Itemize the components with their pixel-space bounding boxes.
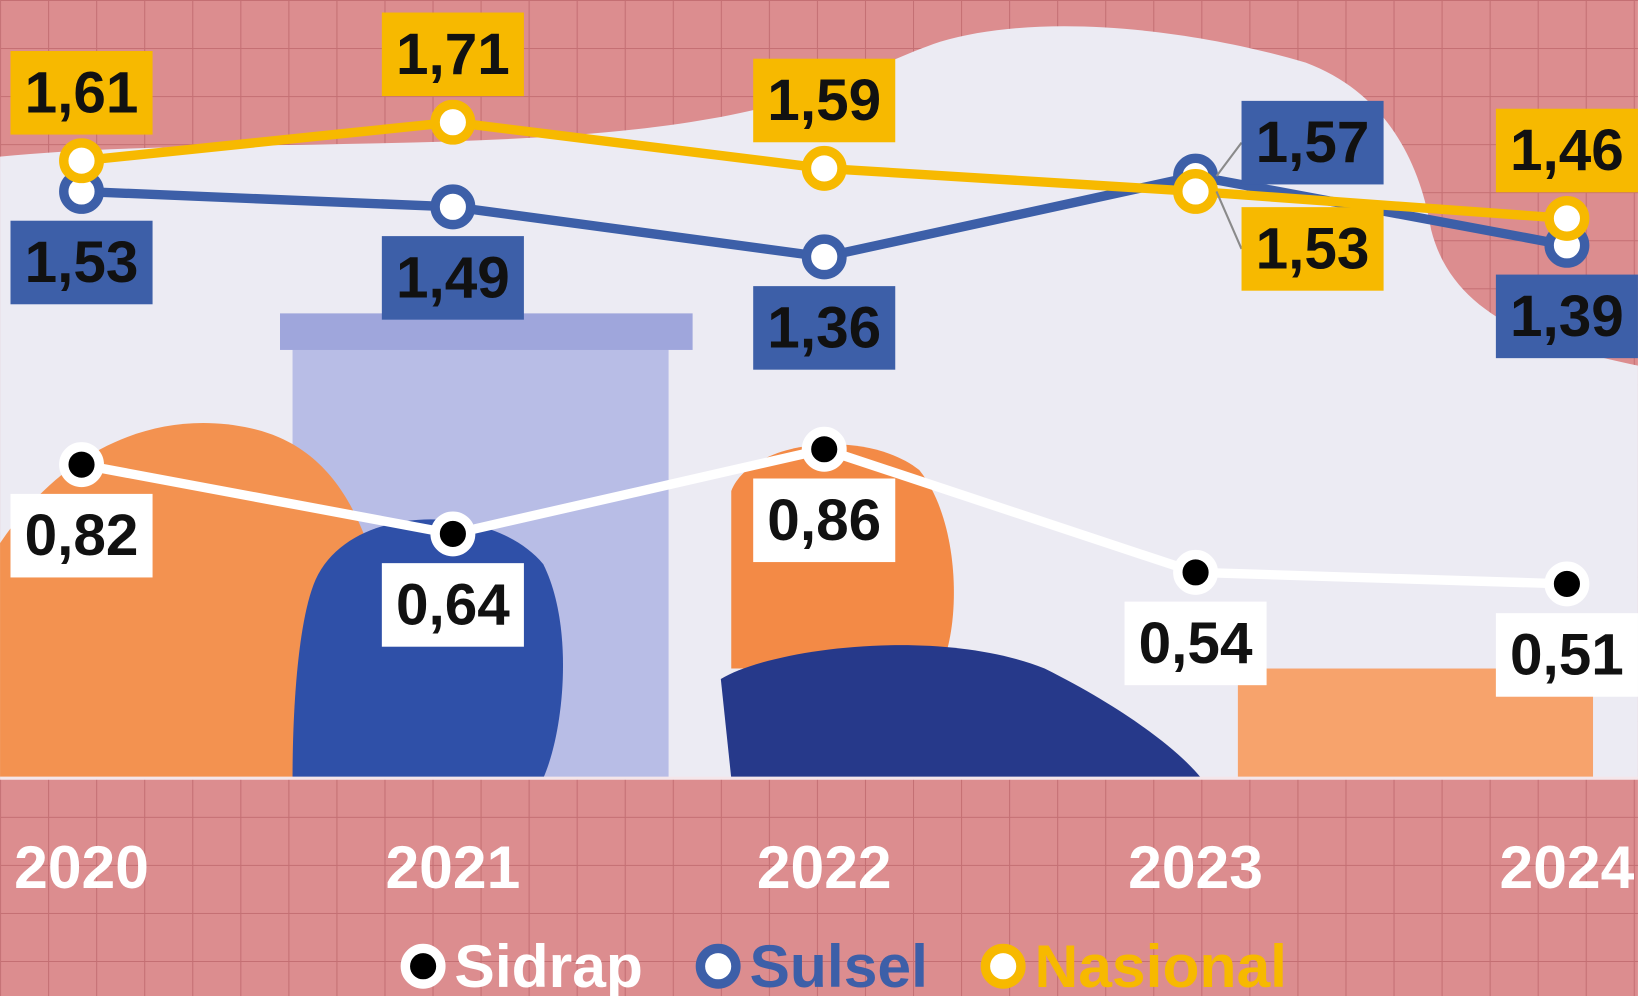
data-point: [801, 426, 847, 472]
data-point: [1544, 561, 1590, 607]
value-label-box: [1495, 613, 1638, 697]
data-point: [801, 234, 847, 280]
legend-label: Sulsel: [750, 932, 928, 996]
data-point: [59, 138, 104, 184]
value-label: 0,86: [767, 488, 881, 553]
x-tick-label: 2024: [1500, 833, 1635, 901]
value-label: 1,36: [767, 295, 881, 360]
value-label-box: [1495, 108, 1638, 193]
legend-label: Sidrap: [454, 932, 643, 996]
legend-marker: [400, 943, 446, 989]
value-label-box: [1124, 601, 1267, 686]
data-point: [59, 442, 104, 488]
value-label: 0,54: [1139, 611, 1253, 676]
data-point: [801, 145, 847, 191]
legend-label: Nasional: [1035, 932, 1288, 996]
data-point: [1173, 549, 1219, 595]
value-label-box: [1241, 100, 1384, 185]
x-tick-label: 2020: [14, 833, 149, 901]
value-label-box: [753, 286, 896, 370]
data-point: [1544, 195, 1590, 241]
value-label-box: [381, 563, 524, 647]
value-label-box: [1495, 274, 1638, 359]
value-label-box: [1241, 207, 1384, 291]
x-tick-label: 2021: [385, 833, 520, 901]
value-label-box: [10, 493, 153, 578]
x-tick-label: 2022: [757, 833, 892, 901]
x-tick-label: 2023: [1128, 833, 1263, 901]
value-label-box: [381, 12, 524, 97]
value-label: 0,51: [1510, 622, 1624, 687]
label-leader: [1215, 191, 1243, 250]
value-label: 0,64: [396, 572, 510, 637]
value-label-box: [753, 58, 896, 143]
value-label: 1,71: [396, 22, 510, 87]
data-point: [430, 99, 476, 145]
value-label-box: [10, 51, 153, 135]
legend-marker: [980, 943, 1026, 989]
value-label: 0,82: [25, 503, 139, 568]
legend-marker: [695, 943, 741, 989]
value-label-box: [753, 478, 896, 563]
value-label: 1,46: [1510, 118, 1624, 183]
value-label: 1,39: [1510, 284, 1624, 349]
data-point: [430, 511, 476, 557]
value-label: 1,49: [396, 245, 510, 310]
value-label: 1,57: [1256, 110, 1370, 175]
data-point: [430, 184, 476, 230]
value-label-box: [10, 220, 153, 305]
label-leader: [1215, 142, 1243, 177]
value-label: 1,53: [25, 230, 139, 295]
value-label: 1,61: [25, 60, 139, 125]
value-label: 1,59: [767, 68, 881, 133]
value-label-box: [381, 236, 524, 320]
data-point: [1173, 169, 1219, 214]
value-label: 1,53: [1256, 216, 1370, 281]
